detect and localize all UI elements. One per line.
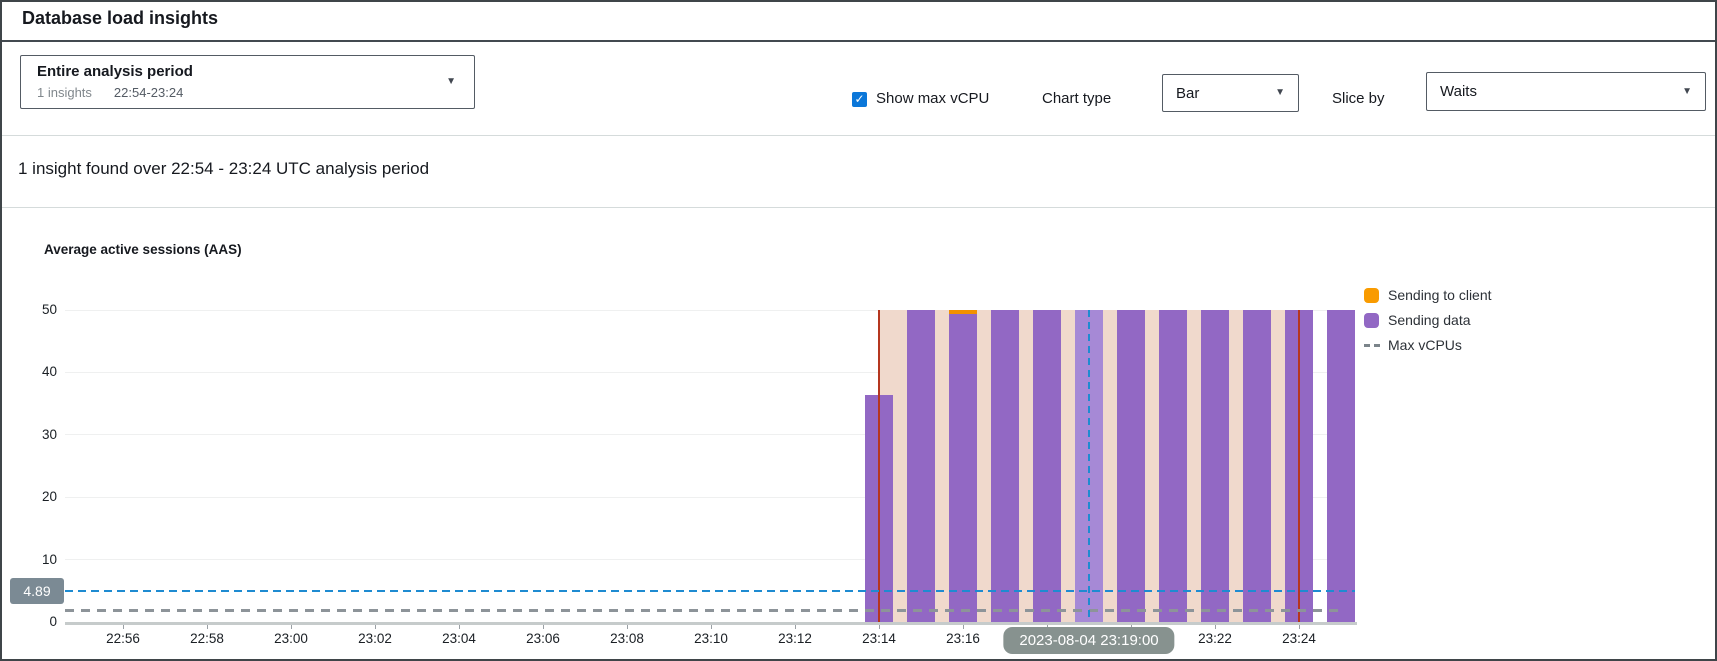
y-axis-tick-label: 10 (41, 551, 57, 567)
analysis-period-dropdown[interactable]: Entire analysis period 1 insights 22:54-2… (20, 55, 475, 109)
show-max-vcpu-checkbox[interactable]: ✓ (852, 92, 867, 107)
chart-type-value: Bar (1176, 84, 1200, 102)
chart-type-label: Chart type (1042, 90, 1112, 107)
max-vcpus-line (65, 608, 1342, 612)
legend-label: Sending to client (1388, 287, 1492, 303)
x-axis-tick (962, 622, 964, 629)
bar-23:17[interactable] (991, 310, 1019, 622)
x-axis-tick (1046, 622, 1048, 629)
chart-legend: Sending to client Sending data Max vCPUs (1364, 287, 1492, 362)
x-axis-tick-label: 23:02 (358, 631, 392, 646)
legend-item-sending-to-client[interactable]: Sending to client (1364, 287, 1492, 303)
x-axis-tick-label: 23:18 (1030, 631, 1064, 646)
bar-23:20[interactable] (1117, 310, 1145, 622)
slice-by-label: Slice by (1332, 90, 1385, 107)
x-axis-tick-label: 23:12 (778, 631, 812, 646)
bar-23:18[interactable] (1033, 310, 1061, 622)
x-axis-tick-label: 22:58 (190, 631, 224, 646)
crosshair-tooltip: 2023-08-04 23:19:00 (1003, 627, 1175, 654)
legend-label: Sending data (1388, 312, 1471, 328)
x-axis-tick (206, 622, 208, 629)
bar-23:15[interactable] (907, 310, 935, 622)
chevron-down-icon: ▼ (1682, 85, 1692, 97)
x-axis-tick (1298, 622, 1300, 629)
x-axis-tick (1130, 622, 1132, 629)
analysis-period-subtext: 1 insights 22:54-23:24 (37, 85, 183, 100)
x-axis-tick-label: 23:10 (694, 631, 728, 646)
insight-summary: 1 insight found over 22:54 - 23:24 UTC a… (18, 159, 430, 178)
slice-by-select[interactable]: Waits ▼ (1426, 72, 1706, 111)
x-axis-tick (374, 622, 376, 629)
sending-data-swatch-icon (1364, 312, 1379, 328)
x-axis-tick-label: 23:22 (1198, 631, 1232, 646)
chart-title: Average active sessions (AAS) (44, 242, 242, 257)
header-divider (2, 40, 1715, 42)
legend-item-sending-data[interactable]: Sending data (1364, 312, 1492, 328)
y-axis-tick-label: 0 (49, 614, 57, 629)
x-axis-tick (794, 622, 796, 629)
chevron-down-icon: ▼ (1275, 87, 1285, 98)
y-axis-tick-label: 50 (41, 302, 57, 317)
bar-23:21[interactable] (1159, 310, 1187, 622)
x-axis-tick-label: 23:04 (442, 631, 476, 646)
bar-23:23[interactable] (1243, 310, 1271, 622)
x-axis-tick (1214, 622, 1216, 629)
analysis-period-title: Entire analysis period (37, 63, 193, 80)
x-axis-tick (290, 622, 292, 629)
y-axis-tick-label: 40 (41, 364, 57, 380)
slice-by-value: Waits (1440, 83, 1477, 100)
page-title: Database load insights (22, 8, 219, 28)
x-axis-tick (458, 622, 460, 629)
y-axis-tick-label: 20 (41, 489, 57, 505)
x-axis-line (65, 622, 1357, 625)
bar-23:14[interactable] (865, 395, 893, 622)
chart-type-select[interactable]: Bar ▼ (1162, 74, 1299, 112)
show-max-vcpu-label[interactable]: Show max vCPU (876, 90, 990, 107)
x-axis-tick-label: 22:56 (106, 631, 140, 646)
x-axis-tick-label: 23:20 (1114, 631, 1148, 646)
x-axis-tick-label: 23:00 (274, 631, 308, 646)
x-axis-tick (710, 622, 712, 629)
x-axis-tick (626, 622, 628, 629)
bar-23:16[interactable] (949, 313, 977, 622)
bar-23:19[interactable] (1075, 310, 1103, 622)
aas-marker-badge: 4.89 (10, 578, 64, 605)
x-axis-tick (122, 622, 124, 629)
x-axis-tick-label: 23:08 (610, 631, 644, 646)
x-axis-tick-label: 23:14 (862, 631, 896, 646)
x-axis-tick (542, 622, 544, 629)
x-axis-tick-label: 23:16 (946, 631, 980, 646)
section-divider (2, 207, 1715, 208)
analysis-time-range: 22:54-23:24 (113, 85, 184, 100)
x-axis-tick-label: 23:24 (1282, 631, 1316, 646)
y-axis-tick-label: 30 (41, 426, 57, 442)
bar-23:25[interactable] (1327, 310, 1355, 622)
insights-count: 1 insights (37, 85, 92, 100)
legend-label: Max vCPUs (1388, 337, 1462, 353)
dashed-line-icon (1364, 343, 1381, 347)
chevron-down-icon: ▼ (446, 76, 456, 87)
legend-item-max-vcpus[interactable]: Max vCPUs (1364, 337, 1492, 353)
bar-23:24[interactable] (1285, 310, 1313, 622)
x-axis-tick-label: 23:06 (526, 631, 560, 646)
bar-23:22[interactable] (1201, 310, 1229, 622)
x-axis-tick (878, 622, 880, 629)
section-divider (2, 135, 1715, 136)
checkmark-icon: ✓ (854, 92, 865, 106)
sending-to-client-swatch-icon (1364, 287, 1379, 303)
